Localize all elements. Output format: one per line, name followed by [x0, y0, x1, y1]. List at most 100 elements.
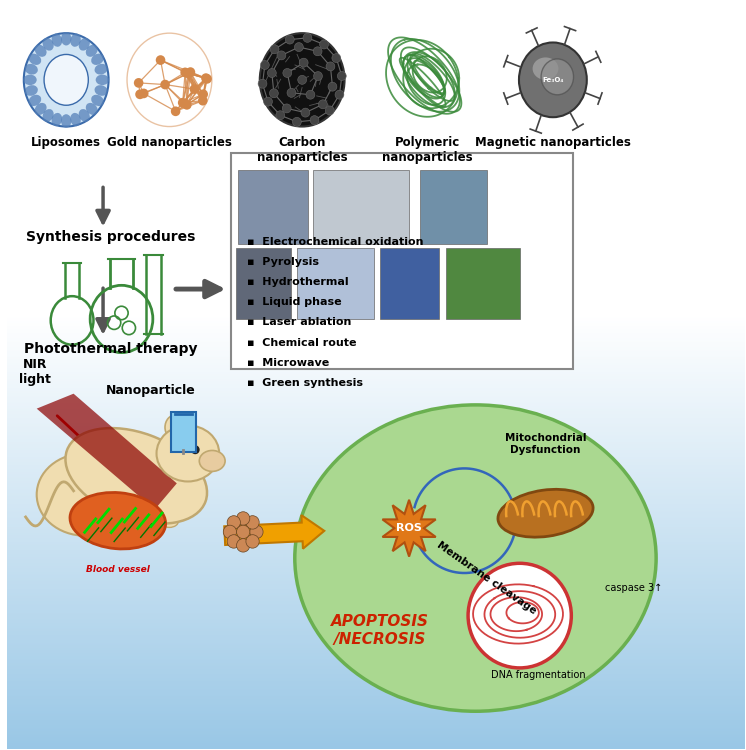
Bar [7, 334, 745, 336]
Bar [7, 734, 745, 735]
Bar [7, 411, 745, 413]
Text: Photothermal therapy: Photothermal therapy [24, 342, 197, 355]
Circle shape [292, 117, 301, 126]
Bar [7, 470, 745, 471]
Bar [7, 83, 745, 85]
Bar [7, 499, 745, 500]
Circle shape [269, 88, 278, 98]
Bar [7, 581, 745, 583]
Bar [7, 718, 745, 720]
Bar [7, 256, 745, 257]
Bar [7, 553, 745, 554]
Bar [7, 309, 745, 310]
Bar [7, 69, 745, 70]
Bar [7, 465, 745, 466]
Bar [7, 544, 745, 545]
Circle shape [299, 58, 308, 68]
Bar [7, 430, 745, 432]
Bar [7, 419, 745, 420]
Ellipse shape [35, 45, 46, 57]
Bar [7, 238, 745, 239]
Bar [7, 242, 745, 244]
Text: Mitochondrial
Dysfunction: Mitochondrial Dysfunction [505, 433, 586, 455]
Bar [7, 203, 745, 205]
FancyBboxPatch shape [380, 248, 439, 319]
Bar [7, 511, 745, 512]
Bar [7, 426, 745, 427]
Bar [7, 178, 745, 179]
Bar [7, 271, 745, 272]
Bar [7, 422, 745, 423]
Bar [7, 381, 745, 382]
Bar [7, 429, 745, 430]
Ellipse shape [113, 514, 131, 527]
Bar [7, 508, 745, 509]
Bar [7, 74, 745, 76]
Bar [7, 116, 745, 118]
Bar [7, 732, 745, 734]
Bar [7, 113, 745, 115]
Ellipse shape [78, 109, 90, 122]
Bar [7, 56, 745, 57]
Bar [7, 505, 745, 506]
Bar [7, 554, 745, 556]
Circle shape [286, 35, 294, 44]
Ellipse shape [295, 405, 656, 711]
Bar [7, 107, 745, 109]
Bar [7, 115, 745, 116]
Bar [7, 54, 745, 55]
Bar [7, 698, 745, 699]
Bar [7, 104, 745, 106]
Bar [7, 298, 745, 300]
Bar [7, 710, 745, 711]
Circle shape [246, 535, 259, 548]
Bar [7, 711, 745, 712]
Bar [7, 541, 745, 542]
Bar [7, 241, 745, 242]
Bar [7, 360, 745, 362]
Bar [7, 414, 745, 416]
Bar [7, 655, 745, 656]
Bar [7, 638, 745, 640]
Bar [7, 625, 745, 626]
Bar [7, 593, 745, 595]
Bar [7, 339, 745, 340]
Bar [7, 79, 745, 80]
Bar [7, 643, 745, 644]
Bar [7, 626, 745, 628]
Bar [7, 388, 745, 390]
Bar [7, 416, 745, 417]
Bar [7, 490, 745, 491]
Bar [7, 647, 745, 649]
Bar [7, 677, 745, 678]
Bar [7, 631, 745, 632]
Bar [7, 63, 745, 64]
Circle shape [182, 100, 192, 109]
Text: ▪  Electrochemical oxidation: ▪ Electrochemical oxidation [247, 237, 424, 247]
Bar [7, 661, 745, 662]
Bar [7, 340, 745, 342]
Bar [7, 503, 745, 505]
Bar [7, 202, 745, 203]
Bar [7, 158, 745, 160]
Bar [7, 332, 745, 333]
Bar [7, 344, 745, 345]
Circle shape [223, 525, 236, 538]
Bar [7, 85, 745, 86]
Bar [7, 327, 745, 328]
Bar [7, 205, 745, 206]
Bar [7, 284, 745, 285]
Bar [7, 172, 745, 173]
Bar [7, 393, 745, 394]
Bar [7, 623, 745, 625]
Bar [7, 562, 745, 563]
Bar [7, 244, 745, 245]
Polygon shape [37, 394, 177, 509]
Bar [7, 740, 745, 741]
Bar [7, 86, 745, 88]
Text: Magnetic nanoparticles: Magnetic nanoparticles [475, 136, 631, 149]
Bar [7, 466, 745, 468]
Bar [7, 232, 745, 233]
Bar [7, 160, 745, 161]
Circle shape [246, 516, 259, 530]
